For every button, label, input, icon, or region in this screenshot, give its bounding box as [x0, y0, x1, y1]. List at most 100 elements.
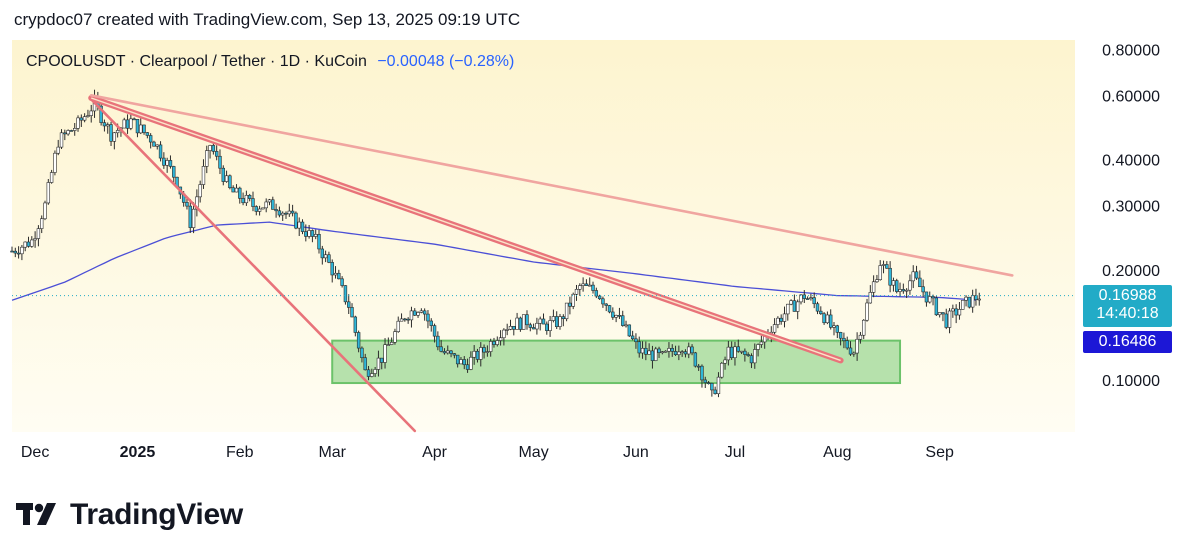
candle[interactable]: [908, 274, 912, 295]
candle[interactable]: [172, 165, 176, 185]
candle[interactable]: [630, 330, 635, 341]
candle[interactable]: [885, 261, 889, 269]
candle[interactable]: [363, 353, 367, 371]
candle[interactable]: [604, 303, 608, 312]
candle[interactable]: [399, 313, 404, 322]
candle[interactable]: [601, 296, 605, 308]
candle[interactable]: [350, 303, 354, 318]
candle[interactable]: [663, 350, 668, 353]
candle[interactable]: [241, 192, 245, 206]
candle[interactable]: [746, 352, 750, 357]
candle[interactable]: [59, 129, 64, 150]
candle[interactable]: [370, 368, 374, 378]
candle[interactable]: [621, 310, 625, 327]
candle[interactable]: [937, 312, 942, 318]
symbol-name[interactable]: CPOOLUSDT · Clearpool / Tether · 1D · Ku…: [26, 53, 367, 70]
candle[interactable]: [914, 265, 919, 280]
candle[interactable]: [205, 145, 209, 174]
candle[interactable]: [815, 301, 820, 315]
candle[interactable]: [158, 141, 163, 162]
candle[interactable]: [482, 344, 486, 359]
candle[interactable]: [188, 199, 192, 233]
candle[interactable]: [488, 338, 493, 357]
candle[interactable]: [125, 114, 130, 134]
candle[interactable]: [208, 144, 212, 159]
candle[interactable]: [924, 291, 929, 307]
candle[interactable]: [749, 353, 754, 369]
candle[interactable]: [251, 191, 255, 212]
candle[interactable]: [624, 320, 628, 328]
chart-area[interactable]: 0.80000 0.60000 0.40000 0.30000 0.20000 0.100…: [0, 40, 1200, 470]
candle[interactable]: [875, 274, 879, 283]
candle[interactable]: [677, 345, 681, 361]
candle[interactable]: [284, 211, 288, 219]
candle[interactable]: [687, 342, 691, 359]
candle[interactable]: [234, 184, 239, 193]
candle[interactable]: [551, 309, 556, 323]
candle[interactable]: [86, 109, 90, 118]
candle[interactable]: [145, 132, 150, 139]
candle[interactable]: [584, 279, 589, 286]
candle[interactable]: [43, 200, 47, 221]
candle[interactable]: [644, 341, 648, 361]
candle[interactable]: [564, 302, 569, 322]
candle[interactable]: [706, 380, 711, 385]
candle[interactable]: [327, 251, 331, 264]
candle[interactable]: [772, 318, 777, 336]
candle[interactable]: [82, 113, 87, 123]
candle[interactable]: [716, 372, 721, 398]
candle[interactable]: [109, 121, 113, 147]
candle[interactable]: [703, 376, 707, 389]
candle[interactable]: [957, 301, 962, 320]
candle[interactable]: [148, 133, 153, 149]
candle[interactable]: [521, 314, 526, 330]
candle[interactable]: [79, 114, 84, 127]
candle[interactable]: [756, 343, 760, 357]
candle[interactable]: [112, 132, 117, 150]
candle[interactable]: [660, 350, 665, 355]
candle[interactable]: [637, 336, 641, 358]
candle[interactable]: [789, 299, 793, 306]
candle[interactable]: [611, 307, 615, 320]
candle[interactable]: [673, 345, 678, 356]
candle[interactable]: [627, 324, 632, 337]
candle[interactable]: [911, 265, 915, 289]
candle[interactable]: [264, 198, 268, 213]
candle[interactable]: [743, 348, 747, 362]
candle[interactable]: [640, 341, 645, 359]
candle[interactable]: [221, 165, 225, 186]
candle[interactable]: [578, 283, 582, 296]
candle[interactable]: [380, 357, 384, 370]
candle[interactable]: [548, 315, 552, 337]
candle[interactable]: [33, 231, 37, 248]
candle[interactable]: [356, 330, 361, 353]
candle[interactable]: [102, 119, 107, 132]
candle[interactable]: [185, 198, 189, 210]
candle[interactable]: [710, 382, 714, 397]
candle[interactable]: [330, 259, 334, 283]
candle[interactable]: [26, 236, 31, 248]
candle[interactable]: [858, 331, 863, 344]
candle[interactable]: [300, 219, 305, 235]
trendline-3[interactable]: [89, 94, 1014, 277]
candle[interactable]: [901, 283, 906, 294]
candle[interactable]: [574, 284, 579, 301]
candle[interactable]: [333, 266, 338, 279]
candle[interactable]: [848, 341, 853, 356]
candle[interactable]: [304, 224, 308, 242]
candle[interactable]: [191, 202, 196, 234]
candle[interactable]: [99, 103, 103, 126]
candle[interactable]: [152, 140, 156, 147]
candle[interactable]: [888, 261, 892, 293]
candle[interactable]: [165, 157, 169, 173]
candle[interactable]: [360, 346, 364, 363]
candle[interactable]: [878, 260, 882, 281]
candle[interactable]: [373, 367, 377, 378]
candle[interactable]: [409, 306, 414, 328]
candle[interactable]: [802, 290, 806, 303]
candle[interactable]: [967, 296, 972, 309]
candle[interactable]: [317, 229, 321, 254]
candle[interactable]: [10, 246, 14, 253]
candle[interactable]: [416, 311, 420, 318]
candle[interactable]: [142, 124, 146, 135]
